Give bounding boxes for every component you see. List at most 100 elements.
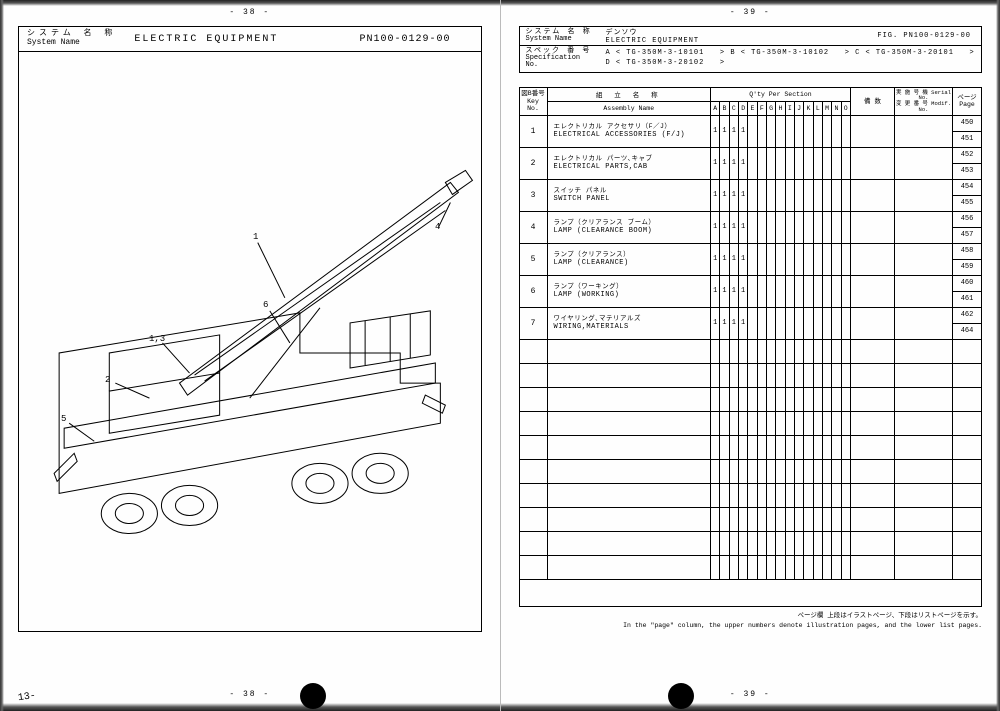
table-row-empty <box>520 436 982 460</box>
table-row-empty <box>520 364 982 388</box>
system-label: システム 名 称 System Name <box>520 29 600 44</box>
table-row: 6ランプ（ワーキング）LAMP (WORKING)1111460461 <box>520 276 982 308</box>
cell-qty: 1111 <box>711 148 851 179</box>
col-serial: 実 施 号 機 Serial No. 変 更 番 号 Modif. No. <box>895 88 953 115</box>
col-assembly: 組 立 名 称 Assembly Name <box>548 88 712 115</box>
system-value: デンソウ ELECTRIC EQUIPMENT <box>600 27 878 45</box>
right-header: システム 名 称 System Name デンソウ ELECTRIC EQUIP… <box>519 26 983 73</box>
crane-illustration <box>19 52 480 634</box>
cell-serial <box>895 308 953 339</box>
parts-table: 図B番号 Key No. 組 立 名 称 Assembly Name Q'ty … <box>519 87 983 607</box>
cell-key: 5 <box>520 244 548 275</box>
callout-1-3: 1,3 <box>149 334 165 344</box>
table-row-empty <box>520 532 982 556</box>
callout-4: 4 <box>435 222 440 232</box>
spec-label: スペック 番 号 Specification No. <box>520 48 600 70</box>
cell-remarks <box>851 212 895 243</box>
table-row-empty <box>520 460 982 484</box>
page-left: - 38 - システム 名 称 System Name ELECTRIC EQU… <box>0 0 500 711</box>
qty-col-label: H <box>776 102 785 115</box>
table-row: 4ランプ（クリアランス ブーム）LAMP (CLEARANCE BOOM)111… <box>520 212 982 244</box>
cell-page: 460461 <box>953 276 981 307</box>
page-number-top: - 38 - <box>229 8 270 17</box>
system-value: ELECTRIC EQUIPMENT <box>124 34 359 45</box>
col-page: ページ Page <box>953 88 981 115</box>
qty-col-label: O <box>842 102 850 115</box>
page-number-bottom: - 38 - <box>229 690 270 699</box>
cell-serial <box>895 276 953 307</box>
cell-assembly: スイッチ パネルSWITCH PANEL <box>548 180 712 211</box>
qty-col-label: L <box>814 102 823 115</box>
cell-serial <box>895 212 953 243</box>
cell-qty: 1111 <box>711 276 851 307</box>
table-row: 2エレクトリカル パーツ､キャブELECTRICAL PARTS,CAB1111… <box>520 148 982 180</box>
qty-col-label: C <box>730 102 739 115</box>
table-row: 5ランプ（クリアランス）LAMP (CLEARANCE)1111 458459 <box>520 244 982 276</box>
figure-code: FIG. PN100-0129-00 <box>877 32 981 40</box>
page-number-top: - 39 - <box>730 8 771 17</box>
cell-serial <box>895 180 953 211</box>
col-qty: Q'ty Per Section ABCDEFGHIJKLMNO <box>711 88 851 115</box>
cell-qty: 1111 <box>711 308 851 339</box>
cell-remarks <box>851 116 895 147</box>
cell-page: 454455 <box>953 180 981 211</box>
illustration-box: 1 1,3 2 5 6 4 <box>18 52 482 632</box>
table-row: 3スイッチ パネルSWITCH PANEL1111 454455 <box>520 180 982 212</box>
callout-1: 1 <box>253 232 258 242</box>
cell-remarks <box>851 244 895 275</box>
cell-key: 3 <box>520 180 548 211</box>
qty-col-label: M <box>823 102 832 115</box>
qty-col-label: E <box>748 102 757 115</box>
cell-page: 458459 <box>953 244 981 275</box>
table-header: 図B番号 Key No. 組 立 名 称 Assembly Name Q'ty … <box>520 88 982 116</box>
cell-qty: 1111 <box>711 116 851 147</box>
qty-col-label: N <box>832 102 841 115</box>
cell-assembly: エレクトリカル パーツ､キャブELECTRICAL PARTS,CAB <box>548 148 712 179</box>
cell-page: 462464 <box>953 308 981 339</box>
cell-remarks <box>851 308 895 339</box>
cell-serial <box>895 244 953 275</box>
table-body: 1エレクトリカル アクセサリ（F／J）ELECTRICAL ACCESSORIE… <box>520 116 982 606</box>
table-row-empty <box>520 484 982 508</box>
cell-serial <box>895 116 953 147</box>
footnotes: ページ欄 上段はイラストページ、下段はリストページを示す。 In the "pa… <box>519 611 983 632</box>
callout-2: 2 <box>105 375 110 385</box>
cell-remarks <box>851 180 895 211</box>
callout-5: 5 <box>61 414 66 424</box>
page-number-bottom: - 39 - <box>730 690 771 699</box>
cell-key: 1 <box>520 116 548 147</box>
qty-col-label: F <box>758 102 767 115</box>
table-row-empty <box>520 340 982 364</box>
cell-serial <box>895 148 953 179</box>
table-row-empty <box>520 556 982 580</box>
table-row-empty <box>520 388 982 412</box>
spec-value: A < TG-350M-3-10101 > B < TG-350M-3-1010… <box>600 46 982 72</box>
table-row: 7ワイヤリング､マテリアルズWIRING,MATERIALS1111462464 <box>520 308 982 340</box>
left-header: システム 名 称 System Name ELECTRIC EQUIPMENT … <box>18 26 482 52</box>
cell-remarks <box>851 148 895 179</box>
cell-assembly: エレクトリカル アクセサリ（F／J）ELECTRICAL ACCESSORIES… <box>548 116 712 147</box>
page-spread: - 38 - システム 名 称 System Name ELECTRIC EQU… <box>0 0 1000 711</box>
table-row-empty <box>520 412 982 436</box>
qty-col-label: A <box>711 102 720 115</box>
cell-qty: 1111 <box>711 244 851 275</box>
qty-col-label: K <box>804 102 813 115</box>
cell-key: 7 <box>520 308 548 339</box>
qty-col-label: J <box>795 102 804 115</box>
system-label: システム 名 称 System Name <box>19 30 124 48</box>
cell-qty: 1111 <box>711 180 851 211</box>
callout-6: 6 <box>263 300 268 310</box>
cell-page: 450451 <box>953 116 981 147</box>
cell-key: 2 <box>520 148 548 179</box>
col-key: 図B番号 Key No. <box>520 88 548 115</box>
cell-assembly: ランプ（ワーキング）LAMP (WORKING) <box>548 276 712 307</box>
cell-remarks <box>851 276 895 307</box>
qty-col-label: B <box>720 102 729 115</box>
cell-assembly: ランプ（クリアランス ブーム）LAMP (CLEARANCE BOOM) <box>548 212 712 243</box>
drawing-code: PN100-0129-00 <box>359 34 480 45</box>
cell-qty: 1111 <box>711 212 851 243</box>
cell-page: 452453 <box>953 148 981 179</box>
cell-assembly: ランプ（クリアランス）LAMP (CLEARANCE) <box>548 244 712 275</box>
corner-hand-number: 13- <box>17 691 36 704</box>
table-row-empty <box>520 508 982 532</box>
